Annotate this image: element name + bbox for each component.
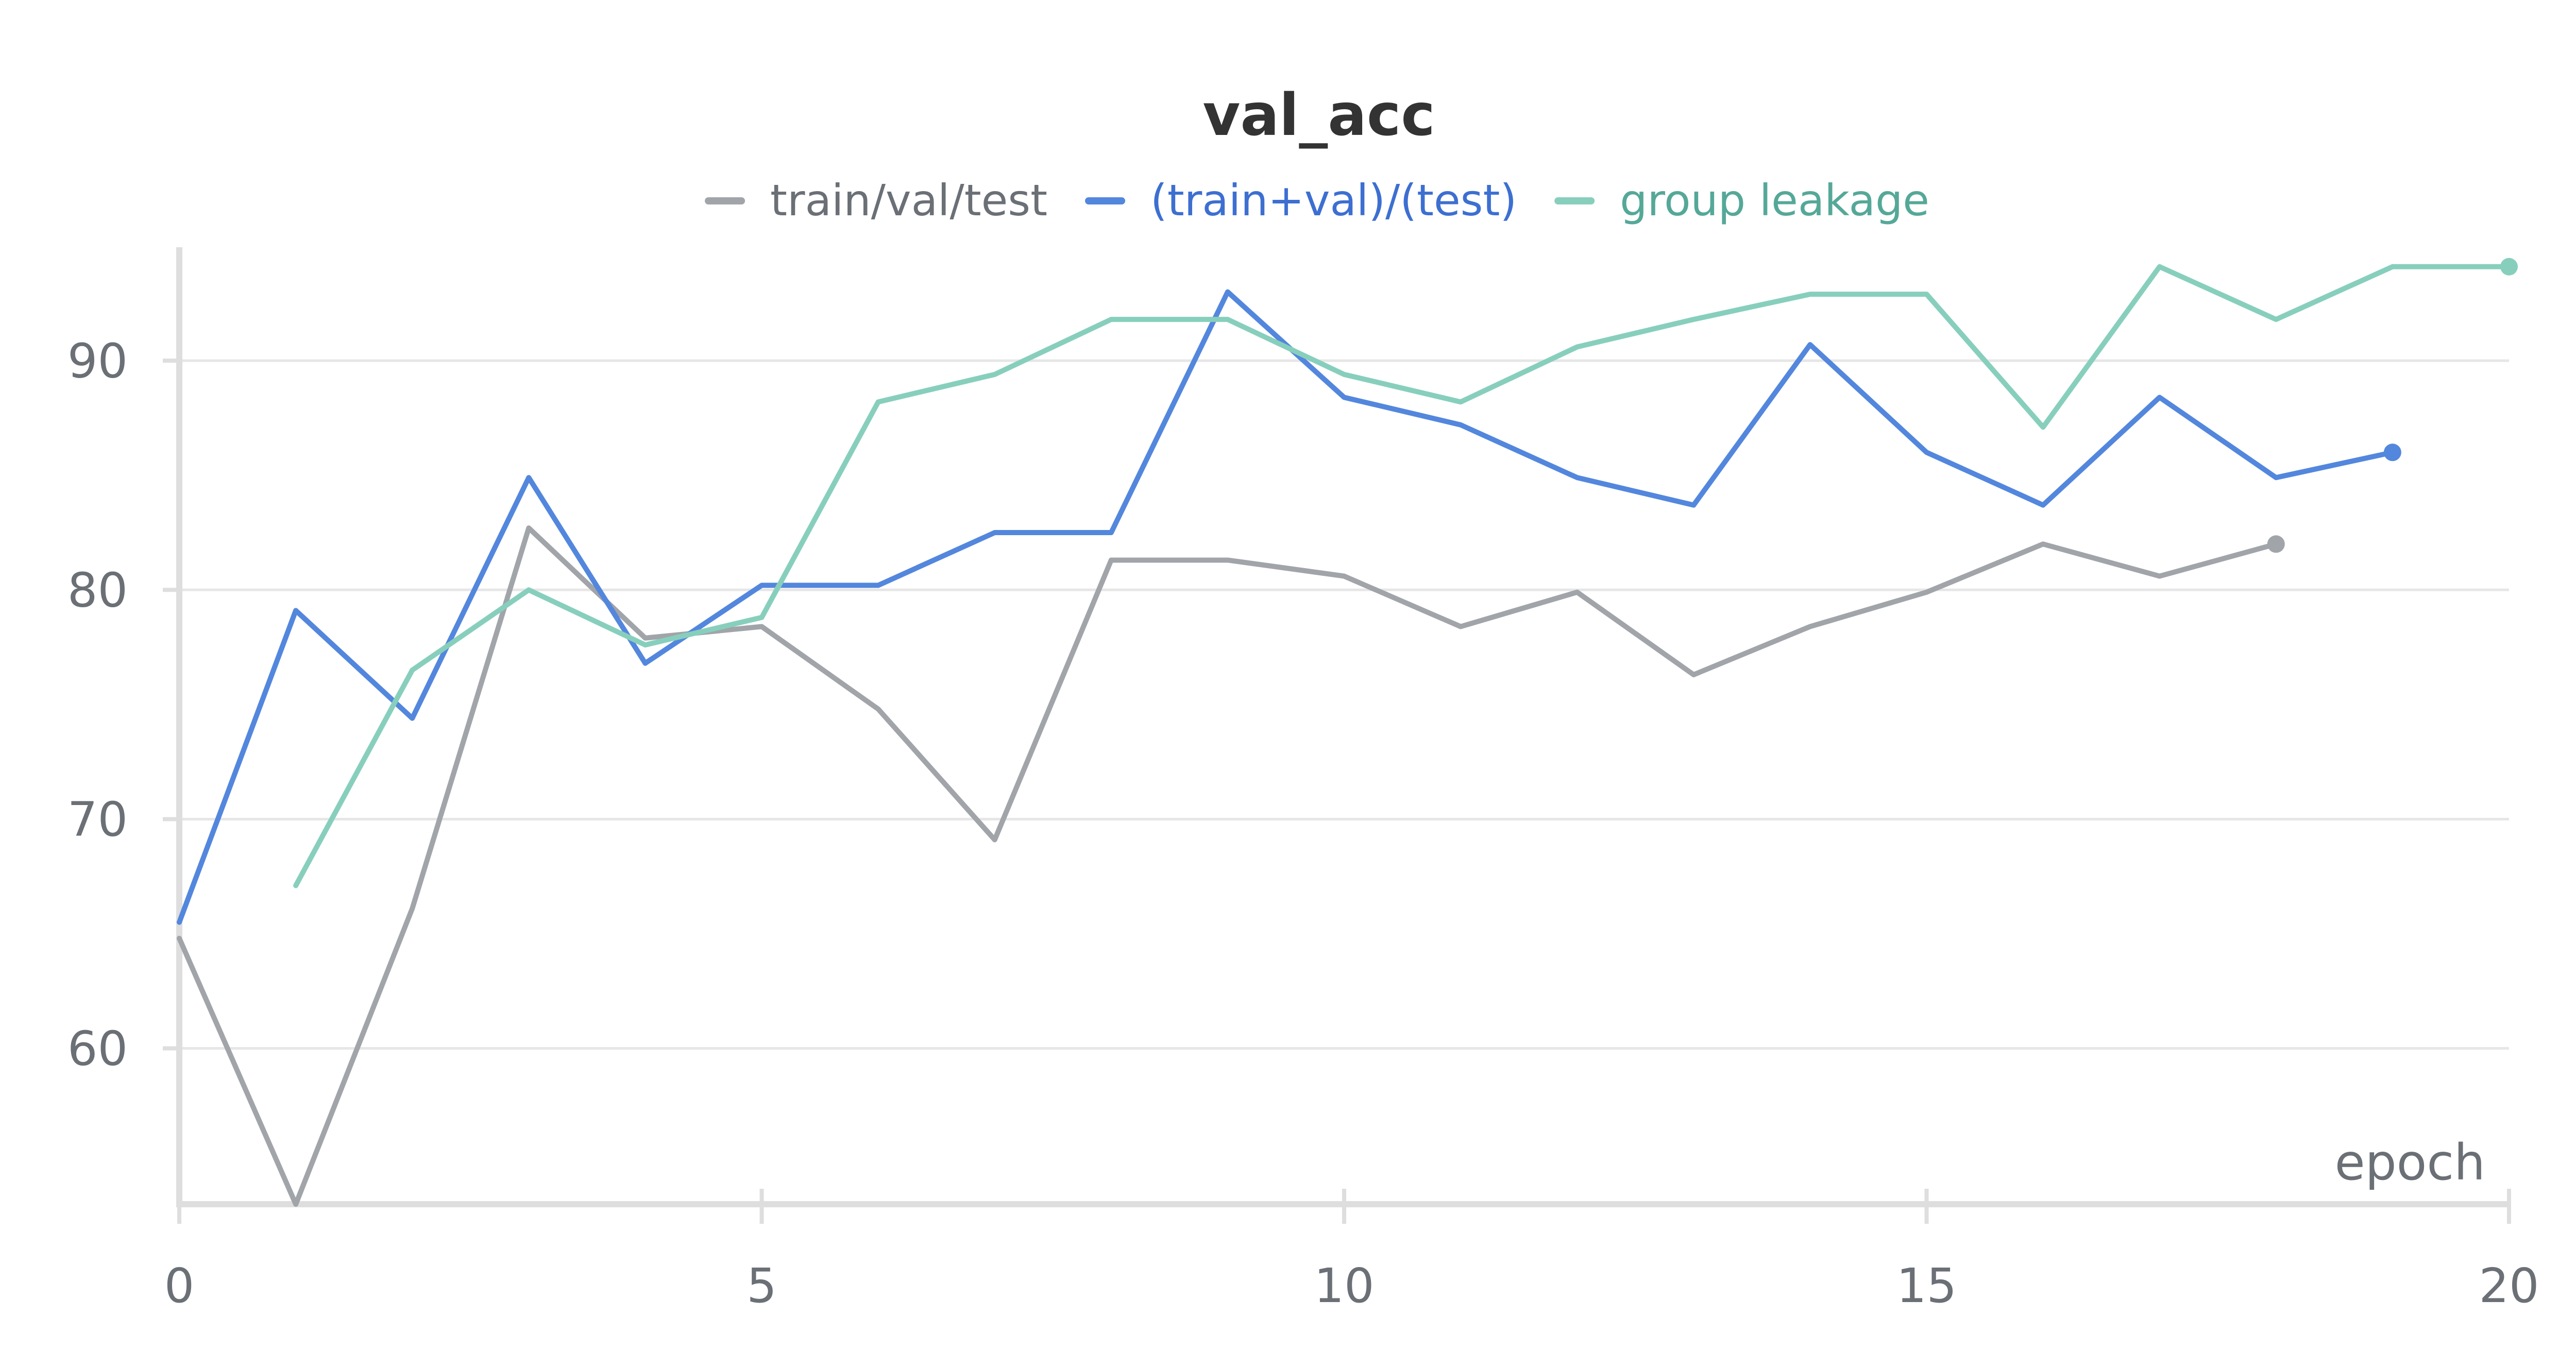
series-group — [177, 258, 2518, 1207]
series-line-train-val-test — [177, 525, 2279, 1207]
legend-label: group leakage — [1620, 175, 1929, 226]
y-tick-label-70: 70 — [67, 792, 128, 847]
legend-label: train/val/test — [770, 175, 1047, 226]
chart-title: val_acc — [1202, 82, 1435, 149]
x-tick-label-15: 15 — [1896, 1258, 1957, 1313]
legend-item-group-leakage[interactable]: group leakage — [1554, 175, 1929, 226]
y-tick-label-80: 80 — [67, 562, 128, 618]
legend-item-train-val-test[interactable]: train/val/test — [705, 175, 1047, 226]
y-tick-label-60: 60 — [67, 1021, 128, 1076]
y-tick-labels: 60 70 80 90 — [67, 333, 128, 1076]
series-end-point-train-val-test — [2267, 535, 2285, 553]
x-tick-label-0: 0 — [164, 1258, 195, 1313]
legend-item-train-val-test[interactable]: (train+val)/(test) — [1085, 175, 1517, 226]
x-axis: 0 5 10 15 20 — [164, 247, 2539, 1313]
gridlines — [163, 358, 2509, 1051]
x-tick-label-20: 20 — [2479, 1258, 2539, 1313]
legend-label: (train+val)/(test) — [1150, 175, 1517, 226]
series-end-point-train-val-test — [2383, 443, 2401, 461]
x-tick-label-10: 10 — [1314, 1258, 1374, 1313]
y-tick-label-90: 90 — [67, 333, 128, 388]
series-line-group-leakage — [293, 264, 2512, 888]
series-line-train-val-test — [177, 289, 2395, 925]
legend: train/val/test (train+val)/(test) group le… — [705, 175, 1929, 226]
x-tick-label-5: 5 — [747, 1258, 777, 1313]
x-axis-label: epoch — [2335, 1134, 2485, 1191]
series-end-point-group-leakage — [2500, 258, 2518, 276]
